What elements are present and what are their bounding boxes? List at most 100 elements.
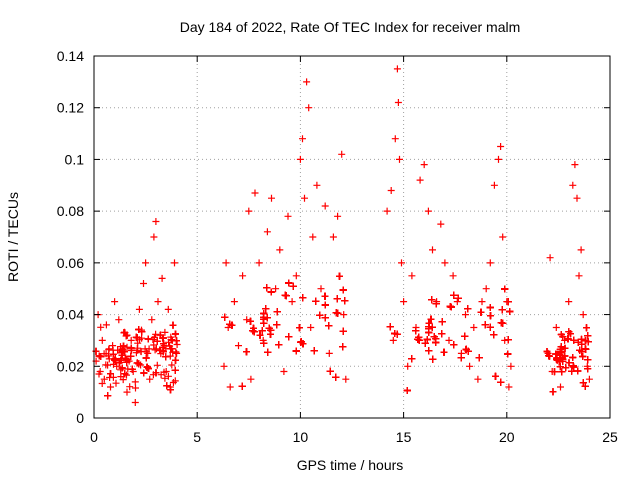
data-point [313, 181, 321, 189]
data-point [125, 357, 133, 365]
data-point [127, 336, 135, 344]
data-point [334, 212, 342, 220]
data-point [404, 362, 412, 370]
data-point [121, 370, 129, 378]
data-point [446, 303, 454, 310]
data-point [146, 375, 154, 383]
data-point [310, 347, 318, 355]
data-point [425, 347, 433, 355]
data-point [556, 363, 564, 371]
y-tick-label: 0.04 [57, 307, 84, 323]
data-point [333, 295, 341, 303]
data-point [571, 161, 579, 169]
data-point [499, 233, 507, 241]
data-point [280, 368, 288, 375]
data-point [299, 294, 307, 302]
y-tick-label: 0.12 [57, 100, 84, 116]
data-point [574, 367, 582, 375]
data-point [332, 309, 340, 317]
data-point [273, 308, 281, 316]
data-point [132, 349, 140, 357]
data-point [95, 352, 103, 360]
data-point [153, 337, 161, 345]
data-point [506, 308, 514, 315]
data-point [568, 367, 576, 375]
data-point [481, 321, 489, 329]
data-point [292, 272, 300, 280]
data-point [173, 349, 181, 357]
data-point [326, 367, 334, 375]
data-point [464, 305, 472, 313]
data-point [289, 282, 297, 290]
data-point [433, 298, 441, 306]
data-point [561, 344, 569, 352]
data-point [574, 338, 582, 346]
data-point [424, 207, 432, 215]
data-point [421, 339, 429, 347]
data-point [427, 315, 435, 323]
data-point [156, 346, 164, 354]
data-point [144, 349, 152, 357]
data-point [263, 314, 271, 322]
data-point [243, 316, 251, 324]
data-point [462, 346, 470, 354]
data-point [450, 341, 458, 349]
data-point [408, 272, 416, 280]
data-point [119, 347, 127, 355]
data-point [250, 324, 257, 332]
data-point [127, 344, 135, 352]
data-point [441, 259, 449, 267]
data-point [575, 272, 583, 280]
x-tick-label: 5 [193, 429, 201, 445]
data-point [140, 369, 148, 377]
data-point [123, 343, 131, 351]
data-point [570, 363, 578, 371]
data-point [507, 362, 515, 370]
data-point [403, 387, 411, 394]
data-point [423, 336, 431, 343]
data-point [449, 272, 457, 280]
data-point [150, 333, 158, 341]
axis-ticks: 0 5 10 15 20 25 0 0.02 0.04 0.06 0.08 0.1 0.12 0.14 [57, 48, 618, 445]
data-point [454, 294, 462, 302]
data-point [152, 369, 160, 377]
data-point [486, 323, 494, 331]
data-point [133, 359, 141, 367]
data-point [152, 345, 160, 353]
data-point [412, 324, 420, 331]
data-point [492, 372, 499, 380]
data-point [440, 348, 448, 356]
data-point [172, 330, 179, 338]
data-point [340, 311, 348, 319]
data-point [329, 233, 337, 241]
data-point [584, 356, 592, 364]
y-tick-label: 0.08 [57, 203, 84, 219]
data-point [251, 189, 259, 197]
data-point [579, 353, 587, 360]
data-point [222, 259, 230, 267]
data-point [394, 99, 402, 106]
data-point [581, 382, 589, 390]
data-point [321, 292, 329, 300]
data-point [226, 320, 234, 328]
data-point [303, 78, 311, 86]
data-point [166, 383, 174, 391]
data-point [501, 285, 509, 293]
data-point [398, 259, 405, 267]
data-point [470, 324, 478, 331]
data-point [100, 375, 108, 383]
x-tick-label: 20 [499, 429, 515, 445]
data-point [166, 352, 174, 360]
data-point [105, 345, 113, 353]
data-point [497, 143, 505, 150]
data-point [498, 306, 506, 314]
data-point [478, 298, 486, 306]
data-point [97, 323, 105, 331]
data-point [339, 343, 347, 351]
data-point [567, 330, 574, 338]
data-point [387, 187, 395, 194]
data-point [305, 104, 313, 112]
data-point [503, 298, 511, 306]
data-point [332, 373, 340, 381]
